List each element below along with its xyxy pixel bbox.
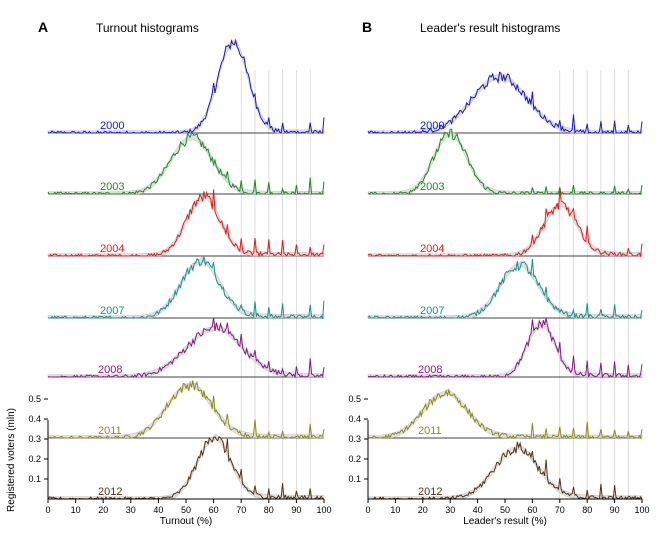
panel-b-title: Leader's result histograms [420, 21, 560, 35]
x-tick-label-90: 90 [291, 505, 301, 515]
shared-ylabel: Registered voters (mln) [6, 408, 17, 512]
x-tick-label-50: 50 [500, 505, 510, 515]
x-tick-label-80: 80 [264, 505, 274, 515]
x-tick-label-70: 70 [236, 505, 246, 515]
x-tick-label-10: 10 [390, 505, 400, 515]
panel-b-axis: 0 10 20 30 40 50 60 70 80 90 100 0.1 0.2 0.3 0.4 0.5 [348, 394, 649, 515]
series-line-2008 [367, 317, 643, 379]
series-line-2003 [47, 132, 325, 196]
band-2003 [47, 134, 325, 195]
series-label-2000: 2000 [100, 120, 124, 132]
series-line-2007 [367, 259, 643, 320]
x-tick-label-60: 60 [209, 505, 219, 515]
y-tick-label-0.1: 0.1 [28, 474, 41, 484]
y-tick-label-0.5: 0.5 [28, 394, 41, 404]
panel-a: A Turnout histograms 2000200320042007200… [28, 19, 331, 527]
x-tick-label-80: 80 [582, 505, 592, 515]
y-tick-label-0.3: 0.3 [348, 434, 361, 444]
series-line-2000 [47, 38, 325, 135]
panel-a-letter: A [38, 19, 48, 35]
y-tick-label-0.3: 0.3 [28, 434, 41, 444]
x-tick-label-20: 20 [98, 505, 108, 515]
y-tick-label-0.2: 0.2 [28, 454, 41, 464]
series-label-2007: 2007 [100, 305, 124, 317]
band-2003 [367, 130, 643, 195]
series-line-2008 [47, 317, 325, 379]
series-line-2004 [48, 189, 325, 258]
series-label-2004: 2004 [100, 243, 124, 255]
series-label-2011: 2011 [418, 425, 442, 437]
y-tick-label-0.1: 0.1 [348, 474, 361, 484]
panel-b-letter: B [362, 19, 372, 35]
y-tick-label-0.4: 0.4 [28, 414, 41, 424]
band-2011 [47, 380, 325, 439]
x-tick-label-30: 30 [445, 505, 455, 515]
y-tick-label-0.5: 0.5 [348, 394, 361, 404]
x-tick-label-100: 100 [316, 505, 331, 515]
series-line-2004 [367, 189, 643, 258]
panel-a-xlabel: Turnout (%) [160, 516, 212, 527]
series-label-2000: 2000 [420, 120, 444, 132]
series-label-2008: 2008 [418, 364, 442, 376]
band-2007 [367, 260, 643, 319]
x-tick-label-0: 0 [365, 505, 370, 515]
panel-a-title: Turnout histograms [96, 21, 199, 35]
series-label-2004: 2004 [420, 243, 444, 255]
x-tick-label-20: 20 [418, 505, 428, 515]
series-line-2011 [48, 380, 325, 440]
x-tick-label-30: 30 [126, 505, 136, 515]
x-tick-label-10: 10 [71, 505, 81, 515]
series-label-2003: 2003 [100, 181, 124, 193]
series-line-2007 [48, 256, 325, 320]
x-tick-label-90: 90 [610, 505, 620, 515]
y-tick-label-0.4: 0.4 [348, 414, 361, 424]
x-tick-label-0: 0 [45, 505, 50, 515]
panel-b: B Leader's result histograms 20002003200… [348, 19, 649, 527]
y-tick-label-0.2: 0.2 [348, 454, 361, 464]
series-label-2012: 2012 [98, 486, 122, 498]
x-tick-label-40: 40 [473, 505, 483, 515]
series-line-2000 [367, 71, 643, 135]
panel-a-series: 2000 2003 2004 2007 2008 2011 2012 [47, 38, 325, 501]
panel-b-series: 2000 2003 2004 2007 2008 2011 2012 [367, 71, 643, 501]
x-tick-label-60: 60 [527, 505, 537, 515]
series-label-2007: 2007 [420, 305, 444, 317]
x-tick-label-40: 40 [153, 505, 163, 515]
panel-a-axis: 0 10 20 30 40 50 60 70 80 90 100 0.1 0.2 0.3 0.4 0.5 [28, 394, 331, 515]
x-tick-label-100: 100 [634, 505, 649, 515]
series-line-2011 [368, 388, 643, 440]
series-label-2011: 2011 [98, 425, 122, 437]
panel-a-reference-lines [240, 70, 311, 499]
x-tick-label-50: 50 [181, 505, 191, 515]
series-label-2012: 2012 [418, 486, 442, 498]
series-label-2003: 2003 [420, 181, 444, 193]
series-line-2003 [367, 128, 643, 196]
panel-b-xlabel: Leader's result (%) [463, 516, 547, 527]
band-2008 [47, 324, 325, 378]
x-tick-label-70: 70 [555, 505, 565, 515]
series-label-2008: 2008 [98, 364, 122, 376]
